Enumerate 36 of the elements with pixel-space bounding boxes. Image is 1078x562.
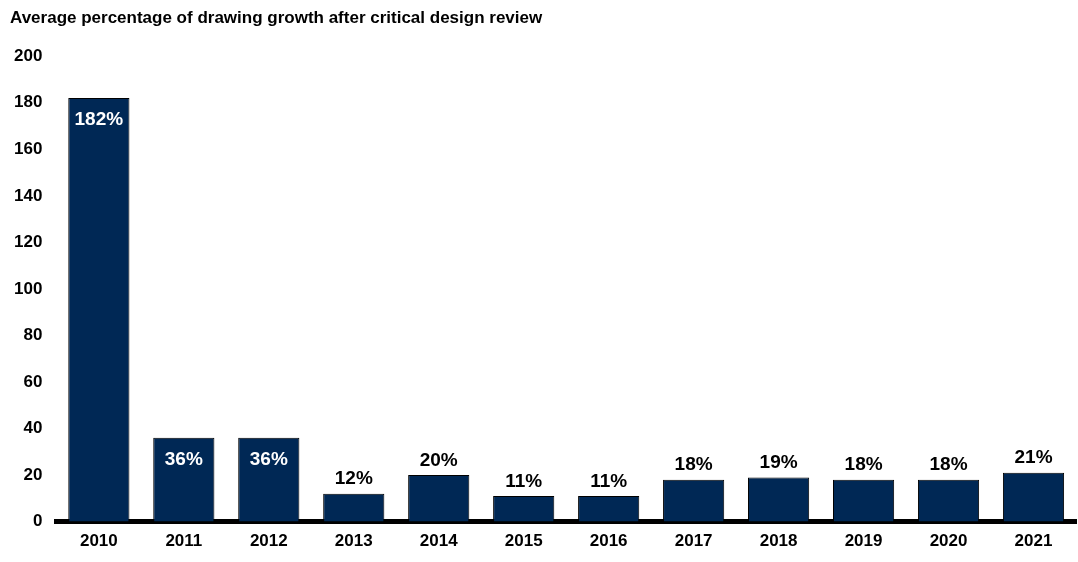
- x-tick-label: 2015: [504, 531, 543, 551]
- y-tick-label: 40: [23, 418, 43, 438]
- x-tick-label: 2010: [79, 531, 118, 551]
- x-tick-label: 2013: [334, 531, 373, 551]
- x-tick-label: 2020: [929, 531, 968, 551]
- data-label: 11%: [590, 469, 628, 491]
- y-tick-label: 80: [23, 325, 43, 345]
- y-tick-label: 100: [13, 278, 43, 298]
- data-label: 19%: [759, 451, 798, 473]
- x-tick-label: 2018: [759, 531, 798, 551]
- y-tick-label: 200: [13, 45, 43, 65]
- y-tick-label: 160: [13, 138, 43, 158]
- x-tick-label: 2021: [1014, 531, 1053, 551]
- y-tick-label: 60: [23, 371, 43, 391]
- x-tick-label: 2017: [674, 531, 713, 551]
- y-tick-label: 20: [23, 464, 43, 484]
- y-tick-label: 120: [13, 232, 43, 252]
- x-tick-label: 2012: [249, 531, 288, 551]
- data-label: 18%: [929, 453, 968, 475]
- data-label: 12%: [334, 467, 373, 489]
- data-label: 18%: [844, 453, 883, 475]
- chart-title: Average percentage of drawing growth after critical design review: [10, 8, 543, 28]
- data-label: 20%: [419, 448, 458, 470]
- y-tick-label: 140: [13, 185, 43, 205]
- y-tick-label: 0: [32, 511, 43, 531]
- x-tick-label: 2014: [419, 531, 459, 551]
- data-label: 36%: [164, 447, 203, 469]
- data-label: 21%: [1014, 446, 1053, 468]
- data-label: 11%: [505, 469, 543, 491]
- x-tick-label: 2011: [165, 531, 203, 551]
- data-label: 18%: [674, 453, 713, 475]
- x-tick-label: 2016: [589, 531, 628, 551]
- data-label: 36%: [249, 447, 288, 469]
- y-tick-label: 180: [13, 92, 43, 112]
- x-tick-label: 2019: [844, 531, 883, 551]
- data-label: 182%: [74, 107, 124, 129]
